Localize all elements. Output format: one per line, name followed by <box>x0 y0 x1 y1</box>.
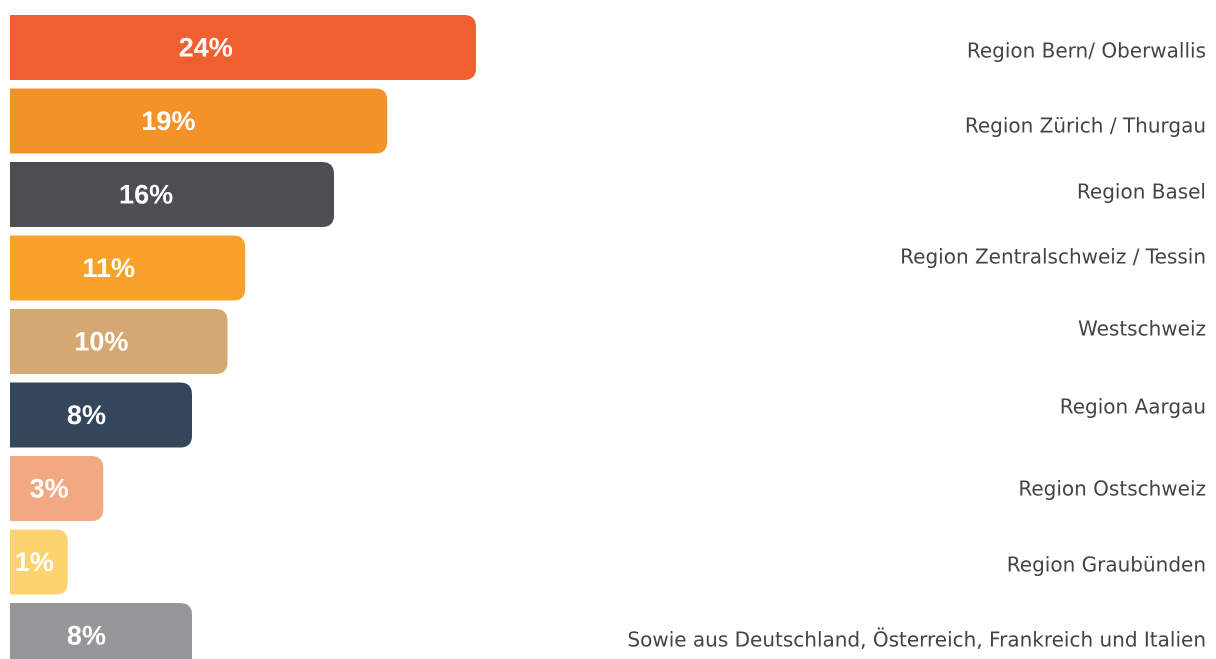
data-label: 10% <box>74 327 128 357</box>
category-label: Westschweiz <box>1078 317 1206 341</box>
category-label: Region Zentralschweiz / Tessin <box>900 245 1206 269</box>
category-label: Region Basel <box>1077 180 1206 204</box>
data-label: 16% <box>119 180 173 210</box>
bar <box>10 603 192 659</box>
bar <box>10 235 246 301</box>
category-label: Region Graubünden <box>1007 553 1206 577</box>
bar <box>10 15 476 80</box>
data-label: 19% <box>141 106 195 136</box>
data-label: 8% <box>67 400 106 430</box>
category-label: Region Bern/ Oberwallis <box>967 39 1206 63</box>
category-label: Region Aargau <box>1060 395 1206 419</box>
bar <box>10 529 68 595</box>
data-label: 1% <box>15 547 54 577</box>
bar <box>10 382 192 448</box>
category-label: Sowie aus Deutschland, Österreich, Frank… <box>627 628 1206 652</box>
data-label: 3% <box>30 474 69 504</box>
data-label: 8% <box>67 621 106 651</box>
bar <box>10 309 228 374</box>
data-label: 24% <box>179 33 233 63</box>
data-label: 11% <box>83 253 136 283</box>
category-label: Region Zürich / Thurgau <box>965 114 1206 138</box>
bar <box>10 456 104 521</box>
bar <box>10 88 388 154</box>
bar <box>10 162 334 227</box>
category-label: Region Ostschweiz <box>1018 477 1206 501</box>
